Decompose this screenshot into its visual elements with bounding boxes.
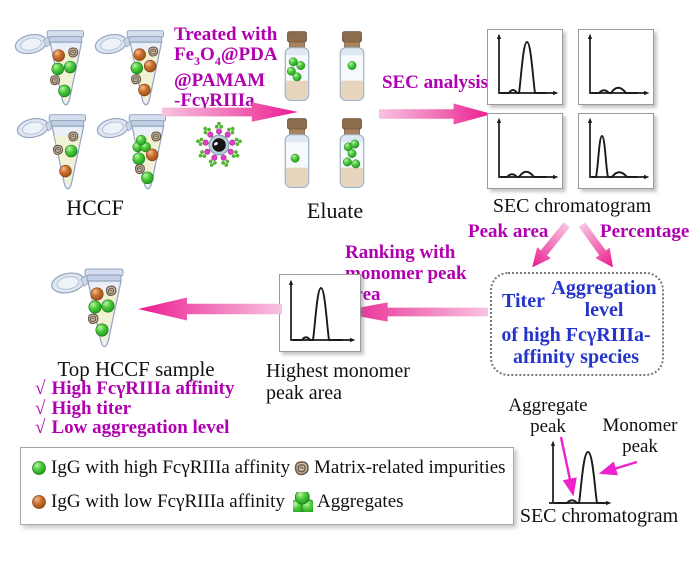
sec-chromatogram-label: SEC chromatogram xyxy=(492,195,652,217)
chromatogram-curve xyxy=(554,451,605,504)
igg-high-ball xyxy=(347,61,357,70)
sec-chromatogram-bottom-label: SEC chromatogram xyxy=(519,505,679,527)
impurity-glyph xyxy=(134,163,145,175)
igg-high-ball xyxy=(101,299,115,313)
peak-area-label: Peak area xyxy=(468,221,549,242)
igg-high-ball xyxy=(65,144,78,158)
igg-high-icon xyxy=(32,461,46,475)
eluate-vial-1 xyxy=(284,31,310,101)
legend-item: IgG with high FcγRIIIa affinity xyxy=(31,457,290,479)
igg-high-ball xyxy=(141,171,154,185)
nanoparticle-icon xyxy=(194,121,244,169)
check-item: √ Low aggregation level xyxy=(35,417,230,438)
impurity-glyph xyxy=(87,313,99,325)
species-box: Titer Aggregation level of high FcγRIIIa… xyxy=(490,272,664,376)
chromatogram-curve xyxy=(500,170,547,178)
impurity-glyph xyxy=(148,46,159,57)
sec-panel-3 xyxy=(487,113,563,189)
hccf-tube-4 xyxy=(96,114,167,190)
aggregation-level-label: Aggregation level xyxy=(551,277,657,321)
impurity-glyph xyxy=(151,131,162,142)
top-hccf-tube xyxy=(51,268,124,348)
legend-item: Matrix-related impurities xyxy=(293,457,506,479)
top-sample-title: Top HCCF sample xyxy=(57,357,215,381)
igg-low-ball xyxy=(59,164,72,178)
sec-panel-1 xyxy=(487,29,563,105)
top-sample-checklist: √ High FcγRIIIa affinity √ High titer √ Low… xyxy=(35,379,235,438)
igg-high-ball xyxy=(292,72,302,82)
eluate-vial-2 xyxy=(339,31,365,101)
legend-box: IgG with high FcγRIIIa affinity IgG with… xyxy=(20,447,514,525)
aggregates-icon xyxy=(293,492,313,512)
hccf-label: HCCF xyxy=(66,195,124,220)
sec-panel-2 xyxy=(578,29,654,105)
aggregate-peak-pointer xyxy=(559,436,577,497)
ranking-label: Ranking with monomer peak area xyxy=(345,242,467,305)
impurity-glyph xyxy=(68,131,79,142)
igg-low-ball xyxy=(133,48,146,61)
igg-low-ball xyxy=(52,49,65,62)
aggregate-peak-label: Aggregate peak xyxy=(508,395,588,437)
eluate-vial-4 xyxy=(339,118,365,188)
igg-low-ball xyxy=(90,287,104,301)
impurity-glyph xyxy=(131,74,142,85)
chromatogram-curve xyxy=(292,287,343,341)
treatment-text: Treated with Fe3O4@PDA @PAMAM -FcγRIIIa xyxy=(174,25,278,111)
treatment-line-4: -FcγRIIIa xyxy=(174,90,255,111)
eluate-label: Eluate xyxy=(306,198,364,223)
check-item: √ High FcγRIIIa affinity xyxy=(35,378,235,399)
igg-high-ball xyxy=(296,61,306,70)
hccf-tube-3 xyxy=(16,114,87,190)
eluate-vial-3 xyxy=(284,118,310,188)
monomer-peak-pointer xyxy=(598,460,638,476)
hccf-tube-1 xyxy=(14,30,85,106)
impurity-glyph xyxy=(68,47,79,58)
highest-monomer-panel xyxy=(279,274,361,352)
impurity-glyph xyxy=(50,75,61,86)
igg-low-ball xyxy=(143,59,157,73)
legend-item: Aggregates xyxy=(293,491,404,513)
igg-high-ball xyxy=(290,153,300,163)
sec-analysis-label: SEC analysis xyxy=(381,72,489,93)
igg-high-ball xyxy=(95,323,109,337)
igg-low-ball xyxy=(145,148,159,162)
igg-high-ball xyxy=(351,159,361,169)
treatment-line-2: Fe3O4@PDA xyxy=(174,44,278,69)
impurity-glyph xyxy=(53,144,64,155)
igg-high-ball xyxy=(88,300,102,314)
legend-item: IgG with low FcγRIIIa affinity xyxy=(31,491,285,513)
igg-high-ball xyxy=(132,152,145,165)
chromatogram-curve xyxy=(591,135,638,178)
chromatogram-curve xyxy=(591,86,638,94)
impurity-icon xyxy=(294,460,309,475)
check-item: √ High titer xyxy=(35,397,132,419)
highest-monomer-label: Highest monomer peak area xyxy=(266,360,410,404)
monomer-peak-label: Monomer peak xyxy=(602,415,678,457)
hccf-tube-2 xyxy=(94,30,165,106)
impurity-glyph xyxy=(105,285,117,297)
treatment-line-3: @PAMAM xyxy=(174,70,266,91)
igg-low-icon xyxy=(32,495,46,509)
annotated-chromatogram xyxy=(549,436,638,506)
igg-high-ball xyxy=(288,57,298,67)
chromatogram-curve xyxy=(500,41,547,94)
top-sample-arrow xyxy=(138,297,282,321)
sec-panel-4 xyxy=(578,113,654,189)
percentage-label: Percentage xyxy=(600,221,690,242)
igg-high-ball xyxy=(342,157,352,167)
treatment-line-1: Treated with xyxy=(174,24,278,45)
igg-high-ball xyxy=(63,60,77,74)
igg-high-ball xyxy=(350,139,360,149)
titer-label: Titer xyxy=(502,290,545,312)
igg-high-ball xyxy=(51,62,64,76)
igg-high-ball xyxy=(130,61,143,75)
igg-low-ball xyxy=(138,83,151,97)
igg-high-ball xyxy=(347,149,357,158)
igg-high-ball xyxy=(58,84,71,98)
sec-analysis-arrow xyxy=(379,103,492,125)
species-label: of high FcγRIIIa- affinity species xyxy=(501,324,651,368)
